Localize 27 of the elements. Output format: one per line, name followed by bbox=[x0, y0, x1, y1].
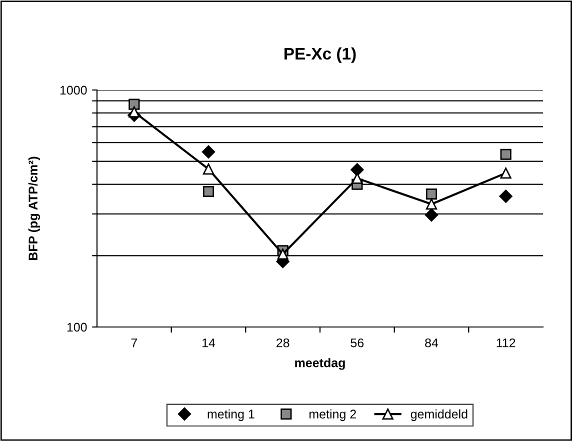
x-tick-label: 14 bbox=[202, 338, 216, 348]
point bbox=[426, 198, 438, 210]
legend-label: meting 1 bbox=[208, 409, 254, 421]
x-tick-label: 112 bbox=[496, 338, 516, 348]
x-tick-label: 7 bbox=[131, 338, 138, 348]
point bbox=[202, 145, 216, 158]
chart-title: PE-Xc (1) bbox=[284, 47, 356, 63]
point bbox=[499, 190, 512, 203]
point bbox=[277, 248, 288, 260]
x-tick-label: 84 bbox=[425, 338, 438, 348]
point bbox=[202, 186, 214, 198]
x-tick-label: 28 bbox=[276, 338, 290, 348]
y-tick-label: 1000 bbox=[60, 86, 87, 95]
y-tick-label: 100 bbox=[67, 322, 87, 332]
point bbox=[500, 148, 512, 160]
y-axis-title: BFP (pg ATP/cm²) bbox=[28, 156, 40, 260]
point bbox=[424, 208, 438, 222]
point bbox=[500, 168, 512, 179]
x-tick-label: 56 bbox=[350, 338, 364, 348]
legend-label: meting 2 bbox=[309, 409, 356, 421]
x-axis-title: meetdag bbox=[295, 358, 345, 370]
legend-label: gemiddeld bbox=[410, 409, 468, 421]
point bbox=[426, 188, 438, 200]
point bbox=[128, 98, 140, 110]
point bbox=[128, 106, 140, 118]
point bbox=[202, 163, 214, 175]
point bbox=[350, 163, 364, 176]
